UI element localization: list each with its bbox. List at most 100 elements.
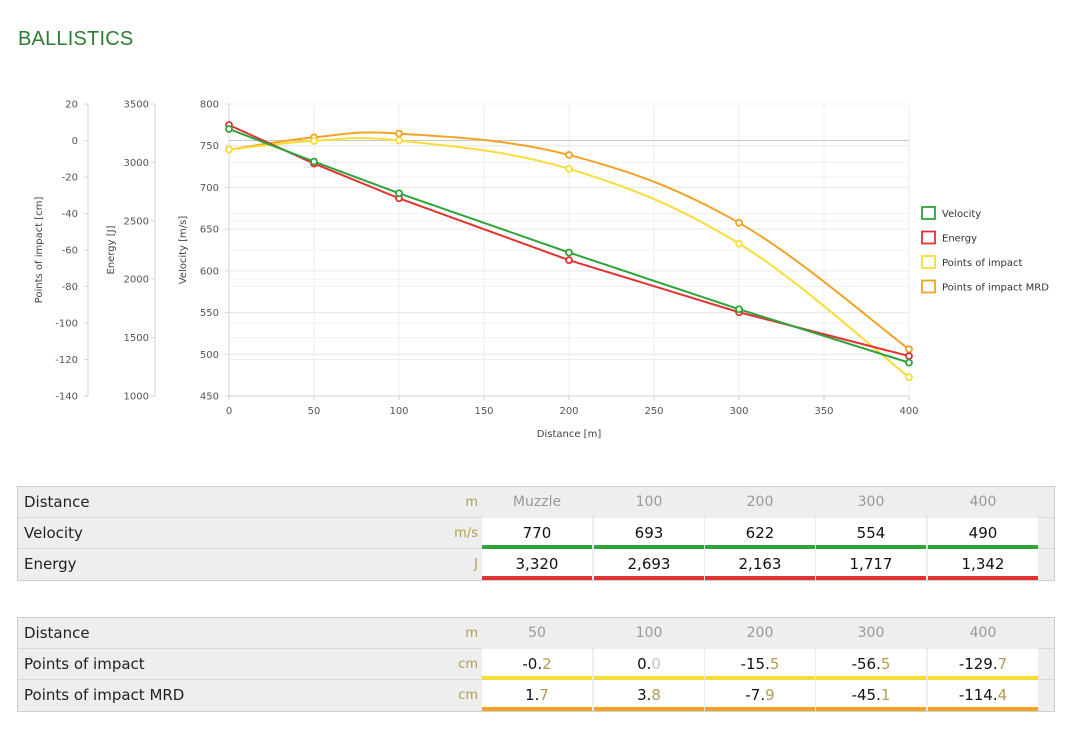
- value-decimal: 8: [651, 686, 661, 704]
- value-decimal: 7: [997, 655, 1008, 673]
- value-decimal: 0: [651, 655, 661, 673]
- row-label: Velocity: [24, 524, 83, 542]
- table-cell: -114.4: [928, 680, 1038, 711]
- row-color-bar: [816, 576, 926, 580]
- energy-tick-label: 1500: [124, 333, 149, 344]
- table-cell: 554: [816, 518, 926, 549]
- value-int: 3.: [637, 686, 652, 704]
- x-tick-label: 50: [308, 406, 321, 417]
- table-cell: 400: [928, 618, 1038, 649]
- table-cell: 1,342: [928, 549, 1038, 580]
- table-cell: 2,163: [705, 549, 815, 580]
- legend-label-velocity: Velocity: [942, 209, 981, 220]
- value-decimal: 7: [539, 686, 549, 704]
- table-cell: 2,693: [594, 549, 704, 580]
- x-axis-title: Distance [m]: [537, 429, 602, 440]
- row-color-bar: [705, 676, 815, 680]
- velocity-tick-label: 800: [200, 100, 219, 111]
- value-decimal: 5: [769, 655, 780, 673]
- value-int: 1.: [525, 686, 540, 704]
- row-color-bar: [482, 576, 592, 580]
- value-int: 0.: [637, 655, 652, 673]
- legend-swatch-points-of-impact-mrd: [921, 279, 936, 294]
- velocity-tick-label: 700: [200, 183, 219, 194]
- velocity-axis-title: Velocity [m/s]: [178, 216, 189, 285]
- table-cell: -15.5: [705, 649, 815, 680]
- velocity-point: [395, 189, 403, 198]
- table-cell: 490: [928, 518, 1038, 549]
- velocity-tick-label: 600: [200, 266, 219, 277]
- table-cell: 622: [705, 518, 815, 549]
- page-title: BALLISTICS: [18, 28, 134, 50]
- points-of-impact-point: [565, 164, 573, 173]
- velocity-tick-label: 500: [200, 350, 219, 361]
- value-int: -129.: [958, 655, 998, 673]
- velocity-tick-label: 750: [200, 141, 219, 152]
- energy-axis-title: Energy [J]: [106, 225, 117, 274]
- poi-tick-label: -60: [62, 246, 78, 257]
- row-color-bar: [594, 707, 704, 711]
- value-int: -7.: [745, 686, 766, 704]
- row-color-bar: [594, 545, 704, 549]
- poi-axis-title: Points of impact [cm]: [34, 197, 45, 304]
- value-decimal: 2: [542, 655, 552, 673]
- row-color-bar: [594, 676, 704, 680]
- x-tick-label: 300: [729, 406, 748, 417]
- poi-tick-label: 0: [72, 136, 78, 147]
- x-tick-label: 250: [644, 406, 663, 417]
- legend-swatch-velocity: [921, 206, 936, 220]
- table-cell: 100: [594, 487, 704, 518]
- table-cell: 693: [594, 518, 704, 549]
- x-tick-label: 150: [474, 406, 493, 417]
- table-cell: -129.7: [928, 649, 1038, 680]
- row-color-bar: [816, 676, 926, 680]
- energy-point: [565, 256, 573, 265]
- table-cell: 200: [705, 487, 815, 518]
- table-cell: -45.1: [816, 680, 926, 711]
- velocity-tick-label: 450: [200, 392, 219, 403]
- velocity-point: [225, 125, 233, 133]
- table-cell: 0.0: [594, 649, 704, 680]
- value-int: -56.: [851, 655, 881, 673]
- table-header-row: Distance m Muzzle 100 200 300 400: [18, 487, 1054, 518]
- table-cell: 770: [482, 518, 592, 549]
- energy-tick-label: 1000: [124, 392, 149, 403]
- table-cell: 50: [482, 618, 592, 649]
- table-cell: 300: [816, 618, 926, 649]
- velocity-energy-table: Distance m Muzzle 100 200 300 400 Velocity m/s 77…: [17, 486, 1055, 581]
- velocity-line: [228, 128, 910, 364]
- row-color-bar: [482, 545, 592, 549]
- x-tick-label: 0: [226, 406, 232, 417]
- points-of-impact-point: [905, 373, 913, 382]
- row-color-bar: [928, 707, 1038, 711]
- points-of-impact-point: [735, 239, 743, 248]
- table-cell: 3.8: [594, 680, 704, 711]
- velocity-point: [310, 157, 318, 166]
- points-of-impact-point: [225, 145, 233, 154]
- energy-point: [905, 352, 913, 360]
- legend-label-points-of-impact: Points of impact: [942, 258, 1023, 269]
- x-tick-label: 200: [559, 406, 578, 417]
- velocity-point: [735, 305, 743, 314]
- value-decimal: 4: [997, 686, 1008, 704]
- energy-tick-label: 3500: [124, 100, 149, 111]
- table-cell: 300: [816, 487, 926, 518]
- poi-tick-label: -140: [55, 392, 78, 403]
- energy-tick-label: 2000: [124, 275, 149, 286]
- row-color-bar: [482, 676, 592, 680]
- table-cell: 3,320: [482, 549, 592, 580]
- velocity-point: [565, 248, 573, 257]
- value-decimal: 5: [880, 655, 891, 673]
- row-label: Points of impact MRD: [24, 686, 185, 704]
- poi-tick-label: -100: [55, 319, 78, 330]
- table-row: Points of impact MRD cm 1.7 3.8 -7.9 -45.1 -11…: [18, 680, 1054, 711]
- table-row: Velocity m/s 770 693 622 554 490: [18, 518, 1054, 549]
- value-int: -0.: [522, 655, 543, 673]
- legend-swatch-points-of-impact: [921, 255, 936, 269]
- row-color-bar: [928, 545, 1038, 549]
- value-int: -15.: [740, 655, 770, 673]
- points-of-impact-mrd-point: [395, 129, 403, 138]
- poi-tick-label: -80: [62, 282, 78, 293]
- points-of-impact-mrd-point: [905, 345, 913, 354]
